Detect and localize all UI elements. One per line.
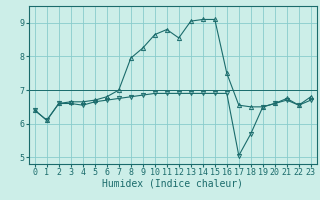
X-axis label: Humidex (Indice chaleur): Humidex (Indice chaleur)	[102, 179, 243, 189]
